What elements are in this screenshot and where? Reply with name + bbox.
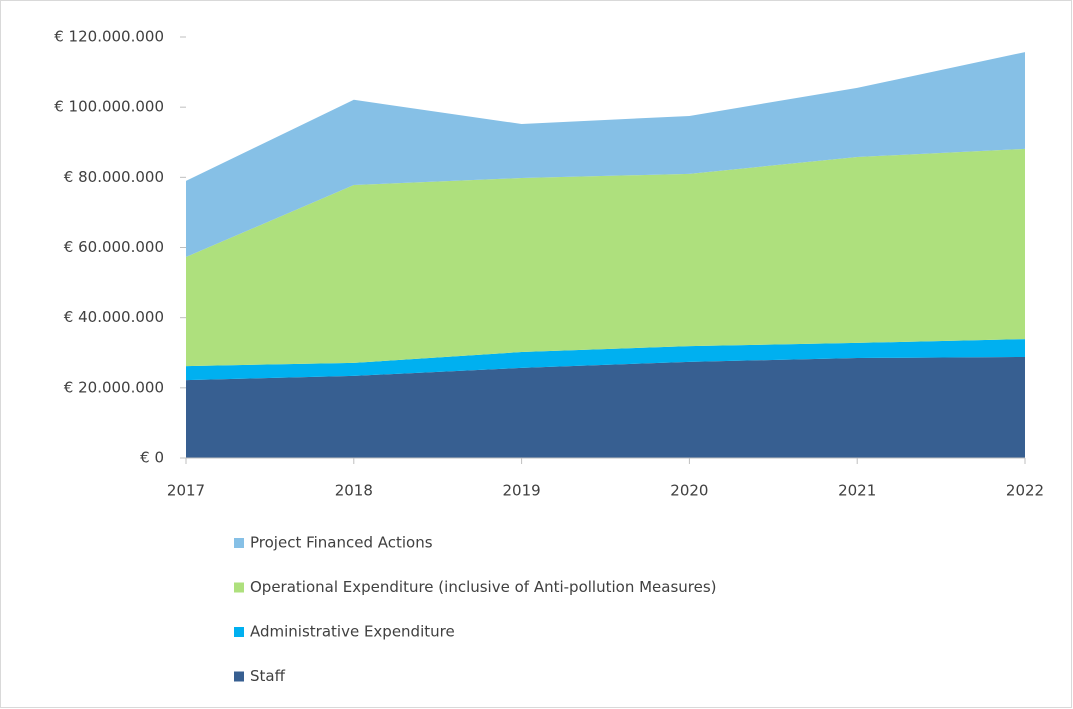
x-tick-label: 2018 <box>335 482 373 500</box>
x-tick-label: 2021 <box>838 482 876 500</box>
y-tick-label: € 100.000.000 <box>54 98 164 116</box>
area <box>186 339 1025 381</box>
area <box>186 356 1025 458</box>
x-tick-label: 2019 <box>503 482 541 500</box>
area <box>186 148 1025 367</box>
area <box>186 52 1025 257</box>
legend-label: Staff <box>250 667 286 685</box>
legend-label: Operational Expenditure (inclusive of An… <box>250 578 717 596</box>
legend-label: Project Financed Actions <box>250 534 433 552</box>
y-tick-label: € 80.000.000 <box>64 168 164 186</box>
legend-swatch <box>234 582 244 593</box>
y-tick-label: € 120.000.000 <box>54 28 164 46</box>
legend-swatch <box>234 538 244 548</box>
y-tick-label: € 40.000.000 <box>64 308 164 326</box>
y-tick-label: € 20.000.000 <box>64 378 164 396</box>
y-tick-label: € 60.000.000 <box>64 238 164 256</box>
legend-label: Administrative Expenditure <box>250 623 455 641</box>
y-tick-label: € 0 <box>140 449 164 467</box>
x-tick-label: 2017 <box>167 482 205 500</box>
legend-swatch <box>234 627 244 637</box>
x-tick-label: 2022 <box>1006 482 1044 500</box>
legend-swatch <box>234 671 244 682</box>
x-tick-label: 2020 <box>670 482 708 500</box>
